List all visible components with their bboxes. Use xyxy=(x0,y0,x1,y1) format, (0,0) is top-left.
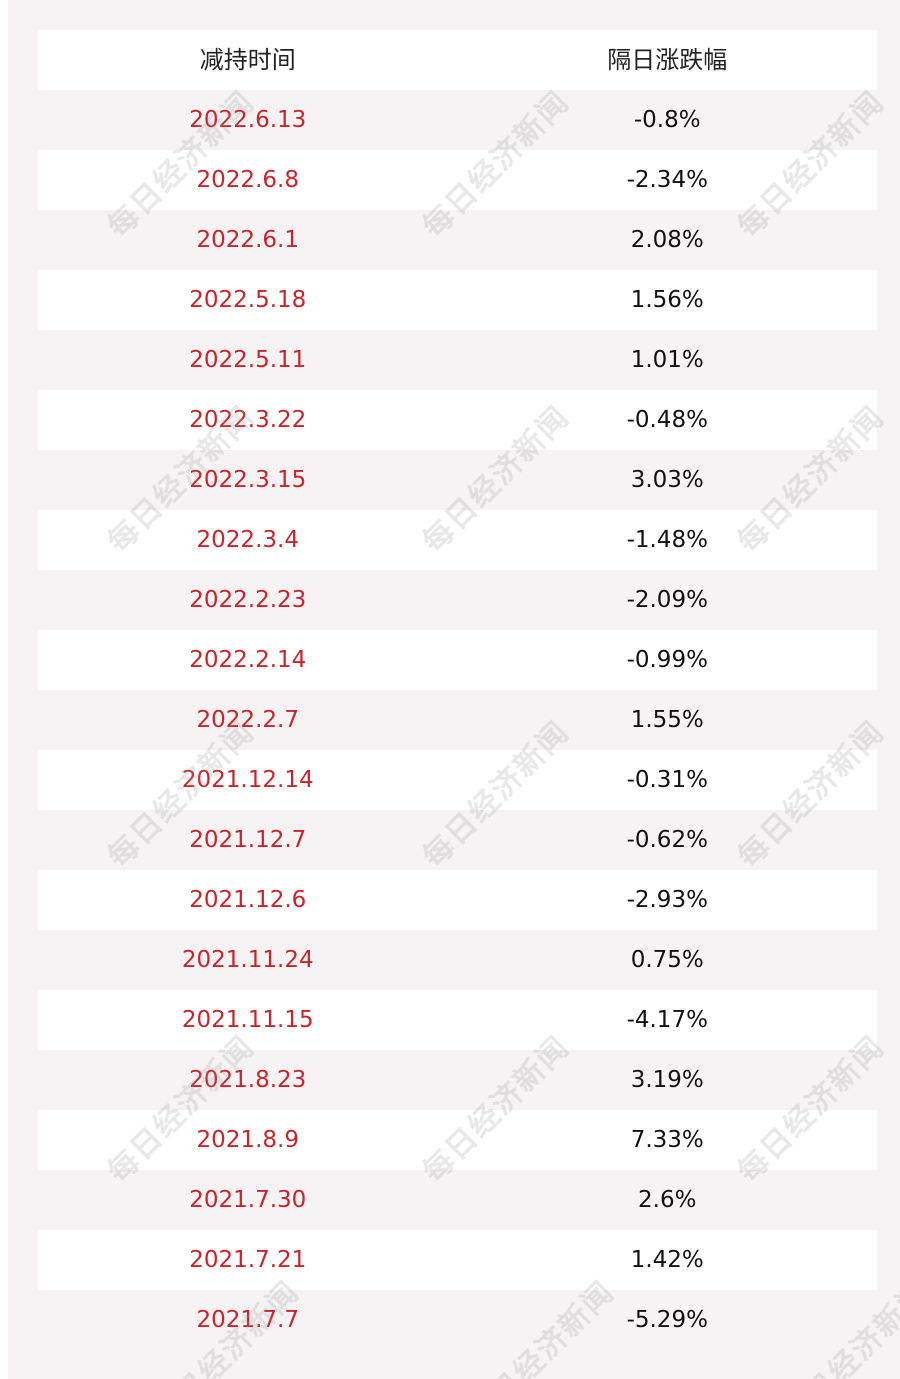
next-day-change-cell: -0.48% xyxy=(626,407,708,433)
next-day-change-cell: 1.42% xyxy=(630,1247,704,1273)
next-day-change-cell: 2.6% xyxy=(638,1187,697,1213)
sell-date-cell: 2021.11.24 xyxy=(181,947,314,973)
next-day-change-cell: 1.55% xyxy=(630,707,704,733)
table-row: 2022.2.23 -2.09% xyxy=(38,570,877,630)
next-day-change-cell: 0.75% xyxy=(630,947,704,973)
next-day-change-cell: -2.34% xyxy=(626,167,708,193)
sell-date-cell: 2021.12.7 xyxy=(189,827,307,853)
next-day-change-cell: -5.29% xyxy=(626,1307,708,1333)
table-row: 2021.7.21 1.42% xyxy=(38,1230,877,1290)
table-row: 2022.3.4 -1.48% xyxy=(38,510,877,570)
next-day-change-cell: -1.48% xyxy=(626,527,708,553)
column-header-time: 减持时间 xyxy=(199,46,296,74)
next-day-change-cell: 7.33% xyxy=(630,1127,704,1153)
table-row: 2021.11.24 0.75% xyxy=(38,930,877,990)
sell-date-cell: 2021.11.15 xyxy=(181,1007,314,1033)
sell-date-cell: 2021.8.9 xyxy=(196,1127,299,1153)
table-row: 2021.7.7 -5.29% xyxy=(38,1290,877,1350)
sell-down-table: 减持时间 隔日涨跌幅 2022.6.13 -0.8% 2022.6.8 -2.3… xyxy=(38,30,877,1350)
next-day-change-cell: -0.31% xyxy=(626,767,708,793)
table-row: 2022.2.14 -0.99% xyxy=(38,630,877,690)
sell-date-cell: 2022.6.1 xyxy=(196,227,299,253)
next-day-change-cell: 2.08% xyxy=(630,227,704,253)
sell-date-cell: 2021.12.14 xyxy=(181,767,314,793)
next-day-change-cell: -2.93% xyxy=(626,887,708,913)
sell-date-cell: 2022.3.22 xyxy=(189,407,307,433)
sell-date-cell: 2021.12.6 xyxy=(189,887,307,913)
sell-date-cell: 2021.7.30 xyxy=(189,1187,307,1213)
sell-date-cell: 2021.8.23 xyxy=(189,1067,307,1093)
sell-date-cell: 2022.6.13 xyxy=(189,107,307,133)
table-header-row: 减持时间 隔日涨跌幅 xyxy=(38,30,877,90)
sell-date-cell: 2022.5.11 xyxy=(189,347,307,373)
sell-date-cell: 2022.5.18 xyxy=(189,287,307,313)
table-row: 2021.12.14 -0.31% xyxy=(38,750,877,810)
table-row: 2022.6.13 -0.8% xyxy=(38,90,877,150)
next-day-change-cell: -4.17% xyxy=(626,1007,708,1033)
next-day-change-cell: -0.62% xyxy=(626,827,708,853)
next-day-change-cell: -2.09% xyxy=(626,587,708,613)
table-row: 2022.6.8 -2.34% xyxy=(38,150,877,210)
sell-date-cell: 2022.6.8 xyxy=(196,167,299,193)
sell-date-cell: 2021.7.7 xyxy=(196,1307,299,1333)
next-day-change-cell: 3.19% xyxy=(630,1067,704,1093)
next-day-change-cell: 1.56% xyxy=(630,287,704,313)
next-day-change-cell: -0.99% xyxy=(626,647,708,673)
sell-date-cell: 2022.3.4 xyxy=(196,527,299,553)
next-day-change-cell: 1.01% xyxy=(630,347,704,373)
sell-date-cell: 2021.7.21 xyxy=(189,1247,307,1273)
column-header-change: 隔日涨跌幅 xyxy=(607,46,728,74)
sell-date-cell: 2022.2.23 xyxy=(189,587,307,613)
table-row: 2022.5.18 1.56% xyxy=(38,270,877,330)
table-row: 2022.5.11 1.01% xyxy=(38,330,877,390)
sell-date-cell: 2022.2.14 xyxy=(189,647,307,673)
table-row: 2021.7.30 2.6% xyxy=(38,1170,877,1230)
sell-date-cell: 2022.2.7 xyxy=(196,707,299,733)
table-row: 2021.12.6 -2.93% xyxy=(38,870,877,930)
next-day-change-cell: -0.8% xyxy=(633,107,701,133)
table-row: 2022.3.15 3.03% xyxy=(38,450,877,510)
table-row: 2022.3.22 -0.48% xyxy=(38,390,877,450)
table-row: 2021.11.15 -4.17% xyxy=(38,990,877,1050)
table-row: 2021.8.9 7.33% xyxy=(38,1110,877,1170)
table-row: 2021.12.7 -0.62% xyxy=(38,810,877,870)
table-row: 2022.2.7 1.55% xyxy=(38,690,877,750)
content-panel: 减持时间 隔日涨跌幅 2022.6.13 -0.8% 2022.6.8 -2.3… xyxy=(8,0,900,1379)
table-row: 2021.8.23 3.19% xyxy=(38,1050,877,1110)
next-day-change-cell: 3.03% xyxy=(630,467,704,493)
table-row: 2022.6.1 2.08% xyxy=(38,210,877,270)
sell-date-cell: 2022.3.15 xyxy=(189,467,307,493)
